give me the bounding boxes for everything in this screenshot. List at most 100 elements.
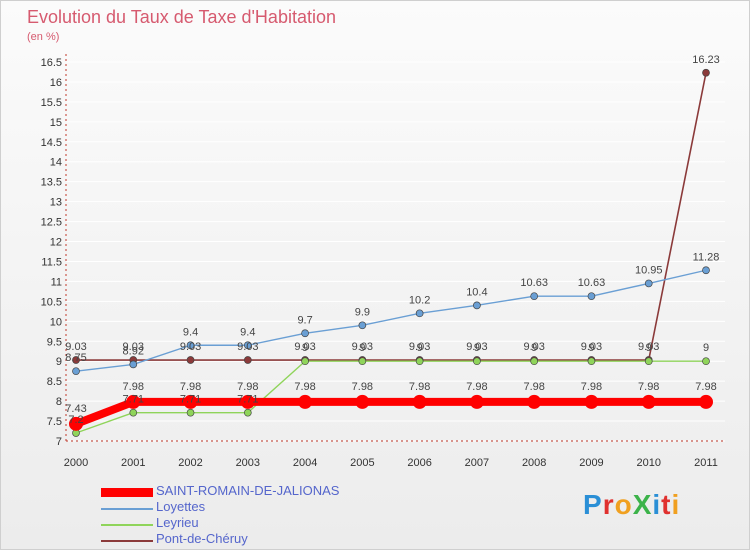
y-tick-label: 10.5: [41, 296, 62, 308]
data-point: [702, 68, 710, 77]
data-label: 10.4: [466, 286, 487, 298]
data-point: [240, 394, 255, 409]
data-point: [587, 357, 596, 366]
logo-letter: P: [583, 489, 603, 520]
data-point: [72, 367, 80, 376]
y-tick-label: 9: [56, 356, 62, 368]
data-label: 7.2: [68, 414, 83, 426]
data-point: [530, 292, 539, 301]
x-tick-label: 2011: [694, 457, 718, 469]
data-label: 7.71: [180, 394, 201, 406]
data-point: [298, 394, 313, 409]
data-label: 16.23: [692, 54, 720, 66]
data-label: 9.03: [180, 341, 201, 353]
x-tick-label: 2003: [236, 457, 260, 469]
y-tick-label: 11: [51, 276, 62, 288]
data-label: 7.98: [352, 381, 373, 393]
data-label: 7.98: [638, 381, 659, 393]
logo-letter: t: [661, 489, 672, 520]
data-label: 8.75: [65, 352, 86, 364]
y-tick-label: 7.5: [47, 416, 62, 428]
data-label: 9.03: [65, 341, 86, 353]
data-label: 9: [646, 342, 652, 354]
y-tick-label: 11.5: [41, 256, 62, 268]
data-point: [415, 309, 424, 318]
data-label: 7.43: [65, 403, 86, 415]
data-point: [702, 357, 710, 366]
y-tick-label: 7: [56, 436, 62, 448]
y-tick-label: 12: [50, 237, 62, 249]
data-label: 9.7: [297, 314, 312, 326]
legend-label: Pont-de-Chéruy: [156, 531, 248, 546]
data-label: 9.03: [638, 341, 659, 353]
x-tick-label: 2008: [522, 457, 546, 469]
data-point: [129, 408, 138, 417]
data-label: 9.03: [237, 341, 258, 353]
data-point: [527, 394, 542, 409]
logo-letter: r: [602, 489, 615, 520]
data-point: [301, 329, 309, 338]
data-point: [126, 394, 141, 409]
y-tick-label: 13: [50, 197, 62, 209]
logo-letter: o: [614, 489, 633, 520]
y-tick-label: 8: [56, 396, 62, 408]
data-label: 10.63: [578, 277, 606, 289]
data-label: 7.98: [237, 381, 258, 393]
data-label: 7.98: [581, 381, 602, 393]
logo-letter: i: [652, 489, 662, 520]
data-label: 9: [474, 342, 480, 354]
data-label: 7.71: [123, 394, 144, 406]
data-label: 9.4: [240, 326, 255, 338]
data-point: [358, 357, 367, 366]
legend-label: SAINT-ROMAIN-DE-JALIONAS: [156, 483, 340, 498]
x-tick-label: 2002: [178, 457, 202, 469]
data-label: 9.03: [523, 341, 544, 353]
data-label: 7.98: [294, 381, 315, 393]
legend-swatch: [101, 508, 153, 510]
data-label: 10.63: [520, 277, 548, 289]
logo-letter: i: [671, 489, 681, 520]
data-point: [530, 357, 539, 366]
data-point: [69, 416, 83, 431]
data-label: 9.03: [352, 341, 373, 353]
x-tick-label: 2010: [636, 457, 660, 469]
y-tick-label: 10: [50, 316, 62, 328]
data-point: [72, 356, 80, 364]
x-tick-label: 2005: [350, 457, 374, 469]
y-tick-label: 16.5: [41, 57, 62, 69]
legend-swatch: [101, 488, 153, 497]
x-tick-label: 2009: [579, 457, 603, 469]
y-tick-label: 12.5: [41, 217, 62, 229]
data-label: 7.98: [180, 381, 201, 393]
series-line: [72, 397, 710, 428]
data-label: 7.71: [237, 394, 258, 406]
chart-title: Evolution du Taux de Taxe d'Habitation: [27, 7, 336, 27]
x-tick-label: 2000: [64, 457, 88, 469]
legend-label: Loyettes: [156, 499, 206, 514]
data-label: 9.03: [466, 341, 487, 353]
brand-logo: ProXiti: [583, 489, 680, 521]
data-point: [243, 341, 252, 350]
data-point: [584, 394, 599, 409]
series-line: [75, 360, 707, 434]
data-point: [355, 394, 370, 409]
data-label: 9: [302, 342, 308, 354]
series-line: [75, 269, 707, 372]
data-label: 9.9: [355, 306, 370, 318]
data-label: 10.95: [635, 264, 663, 276]
legend-swatch: [101, 524, 153, 526]
data-point: [301, 357, 309, 366]
y-tick-label: 16: [50, 77, 62, 89]
data-label: 9: [417, 342, 423, 354]
data-point: [415, 357, 424, 366]
data-label: 7.98: [409, 381, 430, 393]
data-label: 9.03: [581, 341, 602, 353]
data-point: [699, 394, 713, 409]
legend-swatch: [101, 540, 153, 542]
chart-subtitle: (en %): [27, 31, 60, 43]
data-point: [358, 321, 367, 330]
data-point: [473, 357, 481, 366]
legend-label: Leyrieu: [156, 515, 199, 530]
